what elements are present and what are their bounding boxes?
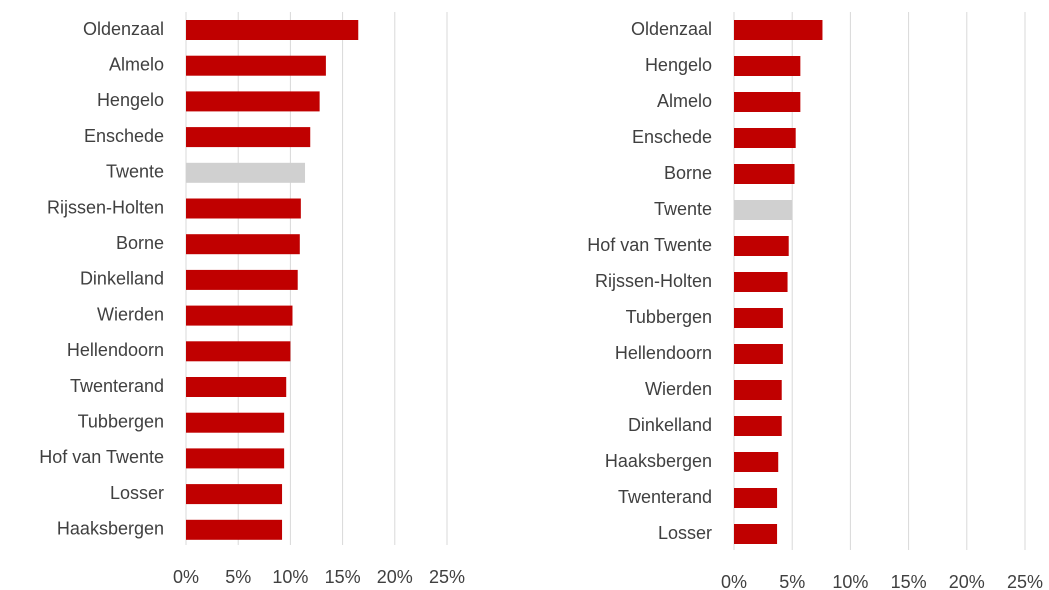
bar <box>734 164 795 184</box>
bar <box>734 524 778 544</box>
x-tick-label: 5% <box>225 567 251 587</box>
y-tick-label: Losser <box>110 483 164 503</box>
bar <box>734 20 823 40</box>
bar <box>186 20 359 40</box>
x-tick-label: 5% <box>779 572 805 590</box>
bar <box>734 56 801 76</box>
bar <box>734 344 783 364</box>
bar <box>186 162 306 183</box>
y-tick-label: Borne <box>116 233 164 253</box>
y-tick-label: Hof van Twente <box>39 447 164 467</box>
y-tick-label: Losser <box>658 523 712 543</box>
bar <box>734 92 801 112</box>
y-tick-label: Dinkelland <box>628 415 712 435</box>
y-tick-label: Hellendoorn <box>615 343 712 363</box>
x-tick-label: 0% <box>173 567 199 587</box>
bar <box>186 341 291 362</box>
y-tick-label: Haaksbergen <box>605 451 712 471</box>
y-tick-label: Rijssen-Holten <box>595 271 712 291</box>
y-tick-label: Oldenzaal <box>631 19 712 39</box>
y-tick-label: Twenterand <box>618 487 712 507</box>
bar <box>186 305 293 326</box>
y-tick-label: Tubbergen <box>78 411 164 431</box>
y-tick-label: Tubbergen <box>626 307 712 327</box>
y-tick-label: Twente <box>106 162 164 182</box>
y-tick-label: Rijssen-Holten <box>47 197 164 217</box>
bar <box>186 519 283 540</box>
bar <box>734 488 778 508</box>
y-tick-label: Wierden <box>97 304 164 324</box>
y-tick-label: Wierden <box>645 379 712 399</box>
y-tick-label: Haaksbergen <box>57 519 164 539</box>
x-tick-label: 20% <box>949 572 985 590</box>
y-tick-label: Twente <box>654 199 712 219</box>
bar <box>734 416 782 436</box>
y-tick-label: Hengelo <box>645 55 712 75</box>
bar <box>734 272 788 292</box>
y-tick-label: Almelo <box>109 54 164 74</box>
x-tick-label: 0% <box>721 572 747 590</box>
bar <box>186 484 283 505</box>
y-tick-label: Enschede <box>84 126 164 146</box>
bar <box>186 127 311 148</box>
y-tick-label: Hellendoorn <box>67 340 164 360</box>
bar <box>186 198 301 219</box>
bar <box>186 55 326 76</box>
bar <box>734 380 782 400</box>
bar <box>186 448 285 469</box>
bar <box>734 128 796 148</box>
x-tick-label: 10% <box>832 572 868 590</box>
bar <box>734 236 789 256</box>
x-tick-label: 15% <box>325 567 361 587</box>
y-tick-label: Borne <box>664 163 712 183</box>
y-tick-label: Oldenzaal <box>83 19 164 39</box>
bar <box>186 412 285 433</box>
bar <box>734 452 779 472</box>
bar <box>186 377 287 397</box>
bar <box>734 200 793 220</box>
bar <box>186 269 298 290</box>
x-tick-label: 25% <box>429 567 465 587</box>
x-tick-label: 20% <box>377 567 413 587</box>
bar <box>186 91 320 112</box>
bar <box>186 234 300 255</box>
y-tick-label: Enschede <box>632 127 712 147</box>
y-tick-label: Dinkelland <box>80 269 164 289</box>
y-tick-label: Hengelo <box>97 90 164 110</box>
y-tick-label: Twenterand <box>70 376 164 396</box>
x-tick-label: 15% <box>891 572 927 590</box>
x-tick-label: 25% <box>1007 572 1043 590</box>
y-tick-label: Almelo <box>657 91 712 111</box>
bar <box>734 308 783 328</box>
y-tick-label: Hof van Twente <box>587 235 712 255</box>
x-tick-label: 10% <box>272 567 308 587</box>
